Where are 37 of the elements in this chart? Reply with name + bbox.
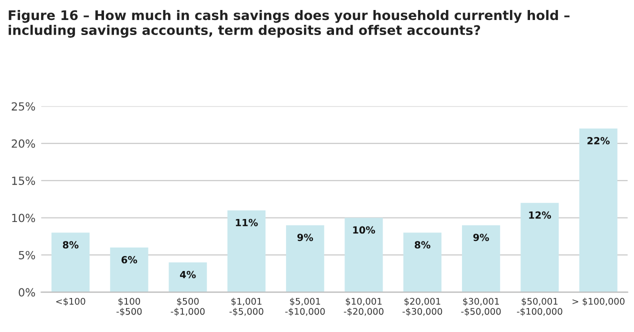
x-tick-label: > $100,000: [572, 298, 624, 306]
bar: [462, 225, 500, 292]
x-tick-label: $500 -$1,000: [170, 298, 205, 316]
bar: [286, 225, 324, 292]
y-tick-label: 0%: [18, 288, 36, 297]
bar: [520, 202, 559, 292]
y-tick-label: 20%: [12, 139, 36, 148]
bar: [227, 210, 266, 292]
data-label: 12%: [529, 211, 552, 219]
data-label: 10%: [353, 226, 376, 234]
data-label: 9%: [473, 234, 489, 242]
data-label: 8%: [62, 241, 78, 249]
x-tick-label: $1,001 -$5,000: [229, 298, 264, 316]
data-label: 4%: [180, 270, 196, 278]
y-tick-label: 10%: [12, 214, 36, 222]
bar: [344, 218, 383, 292]
x-tick-label: $50,001 -$100,000: [516, 298, 562, 316]
bar: [579, 128, 618, 292]
bar: [51, 232, 90, 292]
bar: [403, 232, 442, 292]
data-label: 6%: [122, 256, 138, 264]
x-tick-label: $30,001 -$50,000: [461, 298, 501, 316]
data-label: 11%: [236, 218, 258, 226]
x-tick-label: $20,001 -$30,000: [402, 298, 442, 316]
chart-title: Figure 16 – How much in cash savings does your household currently hold – including savings accounts, term deposits and offset accounts?: [8, 10, 570, 38]
y-tick-label: 25%: [12, 102, 36, 111]
data-label: 22%: [587, 137, 610, 144]
bar: [110, 248, 148, 292]
x-tick-label: $10,001 -$20,000: [344, 298, 384, 316]
bar: [168, 262, 207, 292]
x-tick-label: <$100: [56, 298, 86, 306]
data-label: 9%: [297, 234, 314, 242]
y-tick-label: 5%: [18, 250, 36, 260]
x-tick-label: $5,001 -$10,000: [285, 298, 325, 316]
data-label: 8%: [414, 241, 430, 249]
y-tick-label: 15%: [12, 176, 36, 185]
x-tick-label: $100 -$500: [116, 298, 142, 316]
